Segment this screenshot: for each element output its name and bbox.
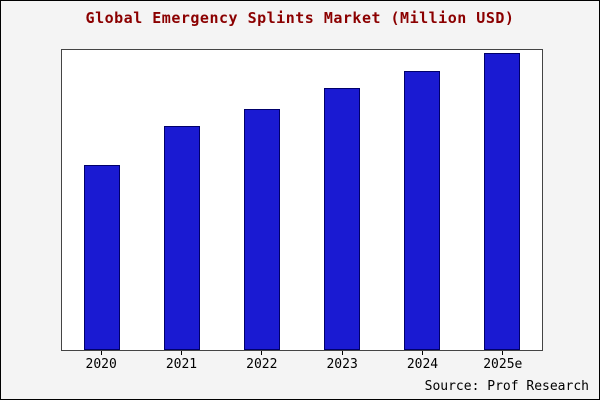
bar-2022 xyxy=(244,108,280,350)
bar-2020 xyxy=(84,164,120,350)
x-tick-text: 2024 xyxy=(406,357,439,372)
x-axis-labels: 2020 2021 2022 2023 2024 2025e xyxy=(61,351,543,372)
x-tick-label-2021: 2021 xyxy=(141,351,221,372)
x-tick-label-2025e: 2025e xyxy=(463,351,543,372)
x-tick-label-2024: 2024 xyxy=(382,351,462,372)
chart-title: Global Emergency Splints Market (Million… xyxy=(85,9,515,27)
bar-2024 xyxy=(404,70,440,350)
tick-mark xyxy=(180,351,182,355)
x-tick-text: 2025e xyxy=(483,357,523,372)
bar-slot-2020 xyxy=(62,50,142,350)
bar-2023 xyxy=(324,88,360,350)
bar-slot-2023 xyxy=(302,50,382,350)
tick-mark xyxy=(261,351,263,355)
tick-mark xyxy=(341,351,343,355)
x-tick-label-2022: 2022 xyxy=(222,351,302,372)
tick-mark xyxy=(421,351,423,355)
bar-2021 xyxy=(164,126,200,350)
x-tick-text: 2021 xyxy=(165,357,198,372)
bar-slot-2025e xyxy=(462,50,542,350)
x-tick-text: 2022 xyxy=(246,357,278,372)
x-tick-label-2020: 2020 xyxy=(61,351,141,372)
source-attribution: Source: Prof Research xyxy=(424,379,589,394)
bar-2025e xyxy=(484,52,520,350)
bar-slot-2021 xyxy=(142,50,222,350)
tick-mark xyxy=(502,351,504,355)
plot-area xyxy=(61,49,543,351)
tick-mark xyxy=(100,351,102,355)
x-tick-text: 2023 xyxy=(326,357,358,372)
bar-slot-2022 xyxy=(222,50,302,350)
bar-slot-2024 xyxy=(382,50,462,350)
x-tick-text: 2020 xyxy=(85,357,117,372)
bars xyxy=(62,50,542,350)
x-tick-label-2023: 2023 xyxy=(302,351,382,372)
